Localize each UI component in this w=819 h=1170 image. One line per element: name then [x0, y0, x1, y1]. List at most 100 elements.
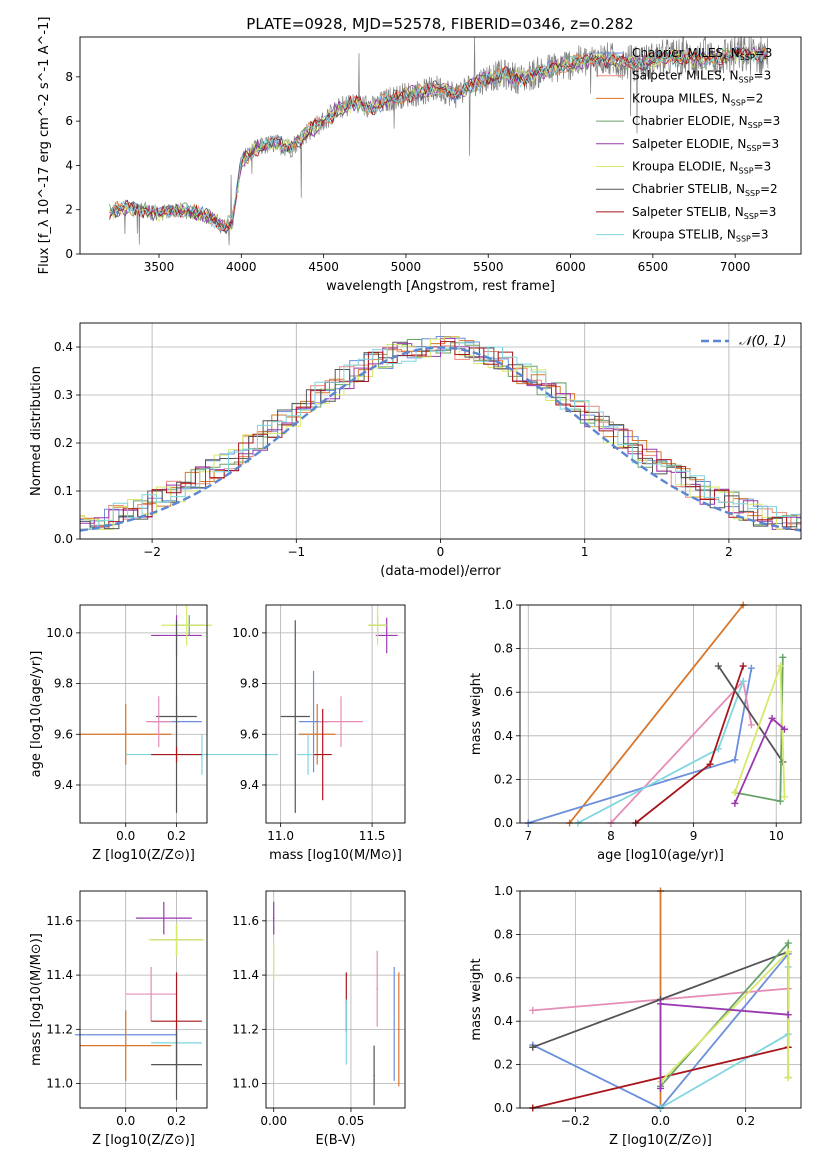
x-tick-label: 0.0 — [116, 829, 135, 843]
residual-histogram — [80, 342, 801, 530]
x-tick-label: 10 — [769, 829, 784, 843]
y-tick-label: 11.6 — [46, 914, 73, 928]
chart-weight-vs-Z: −0.2 0.0 0.2 0.0 0.2 0.4 0.6 0.8 1.0 Z [log10(Z/Z… — [469, 884, 802, 1148]
x-tick-label: 11.0 — [267, 829, 294, 843]
x-axis-label: E(B-V) — [315, 1133, 355, 1148]
axes-frame — [79, 890, 208, 1109]
errorbar-point — [312, 720, 315, 723]
y-tick-label: 0.4 — [494, 1014, 513, 1028]
errorbar-point — [376, 624, 379, 627]
chart-residuals: −2 −1 0 1 2 0.0 0.1 0.2 0.3 0.4 𝒩(0, 1) (data-model… — [29, 322, 802, 579]
x-tick-label: 0.2 — [736, 1114, 755, 1128]
x-tick-label: 1 — [581, 545, 589, 559]
figure-title: PLATE=0928, MJD=52578, FIBERID=0346, z=0… — [246, 15, 633, 33]
x-tick-label: 11.5 — [359, 829, 386, 843]
y-tick-label: 0.2 — [494, 1058, 513, 1072]
x-tick-label: 5500 — [473, 260, 504, 274]
x-tick-label: 6500 — [638, 260, 669, 274]
y-axis-label: Normed distribution — [29, 366, 44, 496]
series-marker — [784, 1011, 792, 1019]
errorbar-point — [393, 1023, 395, 1025]
x-tick-label: 0 — [437, 545, 445, 559]
errorbar-point — [175, 753, 178, 756]
y-axis-label: age [log10(age/yr)] — [29, 651, 44, 778]
errorbar-point — [398, 1028, 400, 1031]
y-tick-label: 9.4 — [54, 778, 73, 792]
series-marker — [731, 799, 739, 807]
chart-age-vs-Z: 0.0 0.2 9.4 9.6 9.8 10.0 Z [log10(Z/Z⊙)] age [l… — [29, 604, 279, 863]
series-line — [717, 665, 784, 763]
y-tick-label: 0.0 — [54, 532, 73, 546]
y-tick-label: 0.4 — [494, 729, 513, 743]
y-tick-label: 6 — [65, 114, 73, 128]
errorbar-point — [175, 715, 178, 718]
legend-label: Salpeter MILES, NSSP=3 — [632, 69, 771, 85]
series-marker — [739, 662, 747, 670]
x-tick-label: −1 — [287, 545, 305, 559]
legend-label: Kroupa MILES, NSSP=2 — [632, 91, 763, 107]
errorbar-point — [316, 733, 319, 736]
y-tick-label: 10.0 — [232, 626, 259, 640]
y-tick-label: 1.0 — [494, 598, 513, 612]
y-tick-label: 1.0 — [494, 884, 513, 898]
legend-label: Chabrier STELIB, NSSP=2 — [632, 182, 778, 198]
x-tick-label: 0.2 — [167, 1114, 186, 1128]
legend-label: Chabrier ELODIE, NSSP=3 — [632, 114, 780, 130]
y-tick-label: 0.6 — [494, 685, 513, 699]
y-tick-label: 11.6 — [232, 914, 259, 928]
x-tick-label: 0.05 — [338, 1114, 365, 1128]
series-marker — [657, 1000, 664, 1008]
series-marker — [529, 1043, 537, 1051]
residual-histogram — [80, 341, 801, 530]
y-tick-label: 0.6 — [494, 971, 513, 985]
series-marker — [776, 797, 784, 805]
y-tick-label: 9.6 — [54, 727, 73, 741]
y-axis-label: mass weight — [469, 673, 484, 755]
series-marker — [747, 721, 755, 729]
x-tick-label: 9 — [690, 829, 698, 843]
series-marker — [747, 664, 755, 672]
x-axis-label: Z [log10(Z/Z⊙)] — [92, 848, 195, 863]
series-line — [635, 665, 744, 824]
series-marker — [731, 788, 739, 796]
errorbar-point — [307, 753, 309, 756]
x-axis-label: mass [log10(M/M⊙)] — [269, 848, 402, 863]
series-marker — [779, 653, 787, 661]
series-marker — [768, 714, 776, 722]
x-tick-label: 8 — [607, 829, 615, 843]
x-tick-label: −2 — [143, 545, 161, 559]
x-tick-label: 6000 — [555, 260, 586, 274]
axes-frame — [79, 322, 802, 540]
y-tick-label: 0.8 — [494, 642, 513, 656]
x-tick-label: 4000 — [226, 260, 257, 274]
errorbar-point — [124, 1044, 127, 1047]
series-line — [734, 716, 786, 804]
chart-age-vs-mass: 11.0 11.5 9.4 9.6 9.8 10.0 mass [log10(M/M⊙)] — [232, 604, 406, 863]
axes-frame — [79, 36, 802, 255]
x-tick-label: 0.0 — [116, 1114, 135, 1128]
y-tick-label: 4 — [65, 158, 73, 172]
y-axis-label: mass [log10(M/M⊙)] — [29, 933, 44, 1066]
residual-histogram — [80, 336, 801, 530]
x-tick-label: 3500 — [144, 260, 175, 274]
y-axis-label: Flux [f_λ 10^-17 erg cm^-2 s^-1 A^-1] — [37, 17, 52, 275]
y-tick-label: 11.4 — [46, 968, 73, 982]
spectrum-model-line — [109, 47, 768, 230]
axes-frame — [79, 604, 208, 824]
y-tick-label: 9.8 — [240, 677, 259, 691]
errorbar-point — [272, 917, 275, 919]
series-line — [660, 967, 790, 1109]
y-tick-label: 0.1 — [54, 484, 73, 498]
axes-frame — [265, 604, 406, 824]
x-axis-label: (data-model)/error — [380, 564, 501, 579]
errorbar-point — [150, 993, 152, 995]
y-tick-label: 0 — [65, 247, 73, 261]
x-tick-label: 7 — [524, 829, 532, 843]
y-tick-label: 11.4 — [232, 968, 259, 982]
spectrum-model-line — [109, 50, 768, 231]
series-marker — [739, 677, 747, 685]
x-tick-label: 4500 — [308, 260, 339, 274]
y-tick-label: 9.4 — [240, 778, 259, 792]
legend-label: 𝒩(0, 1) — [739, 334, 786, 349]
